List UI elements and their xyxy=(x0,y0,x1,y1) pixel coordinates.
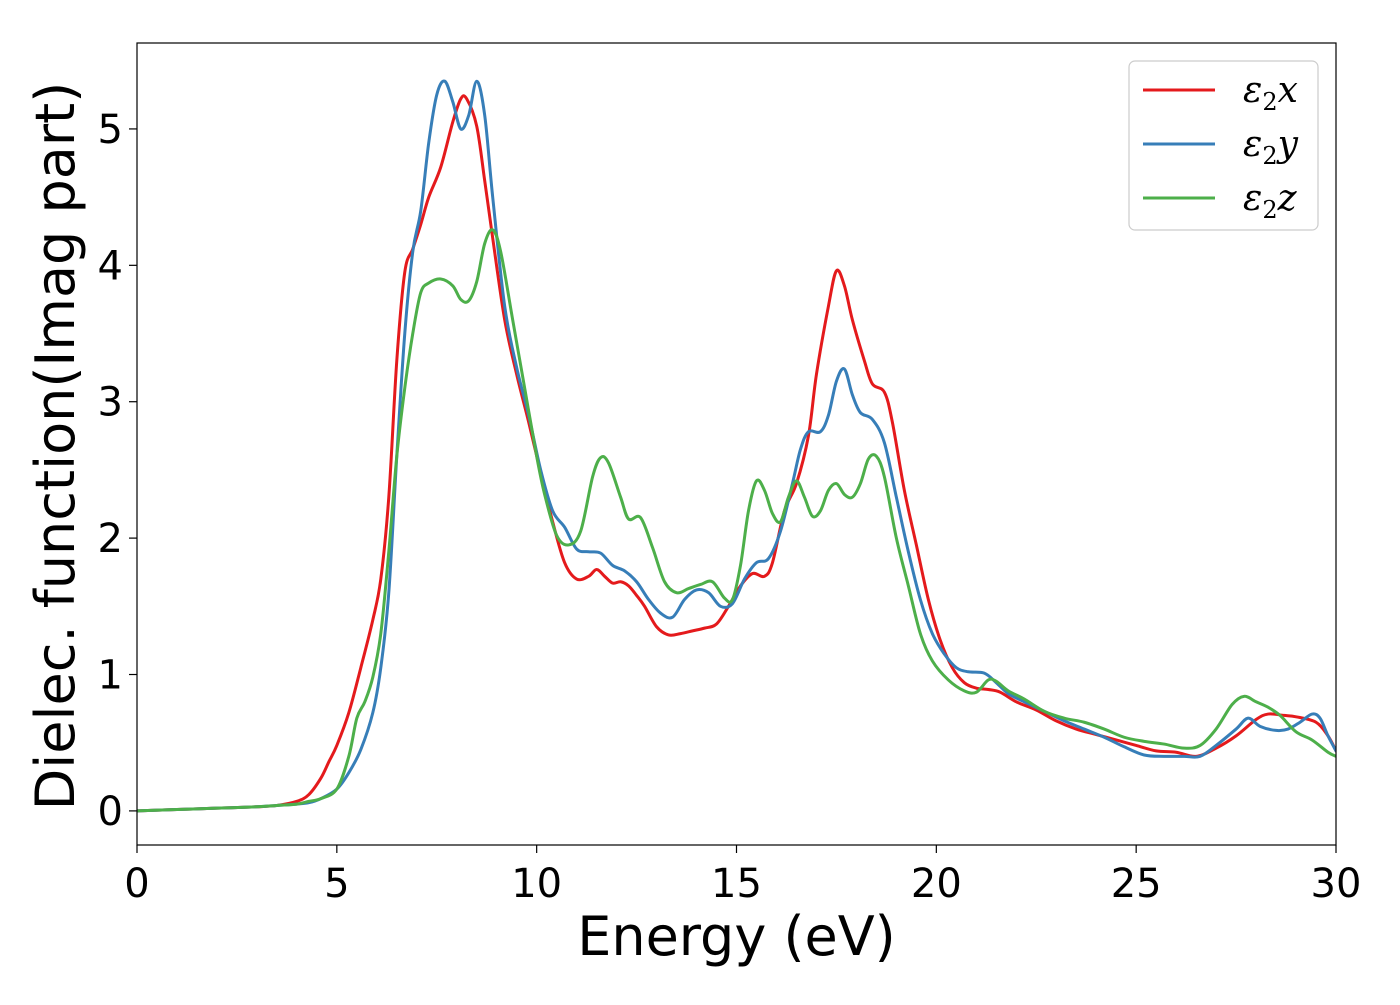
legend: ε2x ε2y ε2z xyxy=(1128,60,1319,231)
series-line-x xyxy=(137,94,1336,813)
x-tick-label: 0 xyxy=(124,861,149,907)
x-tick-label: 20 xyxy=(911,861,962,907)
x-tick-label: 30 xyxy=(1311,861,1362,907)
y-tick-label: 4 xyxy=(98,243,123,289)
legend-item-y: ε2y xyxy=(1143,124,1299,170)
y-axis: 0 1 2 3 4 5 xyxy=(98,107,137,835)
legend-box xyxy=(1128,60,1319,231)
legend-label: ε2y xyxy=(1243,124,1299,170)
series-layer xyxy=(137,79,1336,813)
y-tick-label: 3 xyxy=(98,380,123,426)
x-axis: 0 5 10 15 20 25 30 xyxy=(124,845,1361,907)
y-tick-label: 0 xyxy=(98,789,123,835)
y-tick-label: 5 xyxy=(98,107,123,153)
legend-label: ε2x xyxy=(1243,70,1298,116)
x-tick-label: 25 xyxy=(1111,861,1162,907)
series-line-z xyxy=(137,228,1336,813)
x-tick-label: 10 xyxy=(511,861,562,907)
series-line-y xyxy=(137,79,1336,813)
legend-item-z: ε2z xyxy=(1143,178,1298,224)
x-tick-label: 5 xyxy=(324,861,349,907)
y-tick-label: 1 xyxy=(98,653,123,699)
x-axis-label: Energy (eV) xyxy=(577,905,896,968)
legend-label: ε2z xyxy=(1243,178,1298,224)
y-tick-label: 2 xyxy=(98,516,123,562)
x-tick-label: 15 xyxy=(711,861,762,907)
legend-item-x: ε2x xyxy=(1143,70,1298,116)
y-axis-label: Dielec. function(Imag part) xyxy=(24,82,87,811)
